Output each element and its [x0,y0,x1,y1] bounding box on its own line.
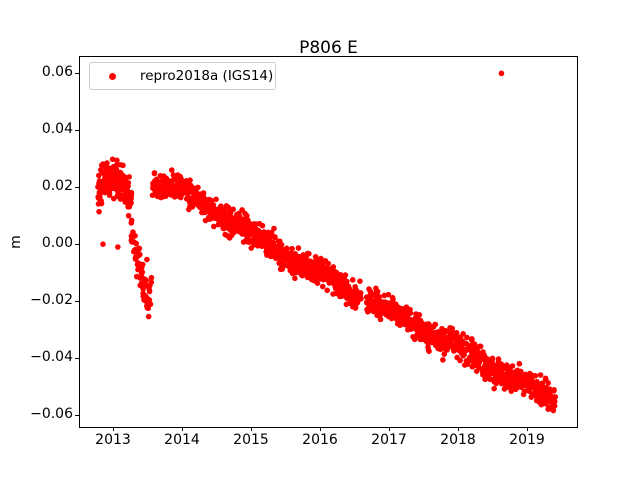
x-axis-tick-label: 2016 [302,432,338,448]
y-axis-tick [75,358,79,360]
x-axis-tick [251,427,252,431]
plot-area [79,56,578,428]
legend: repro2018a (IGS14) [89,62,276,90]
legend-marker-dot-icon [109,72,116,80]
y-axis-tick [75,130,79,132]
y-axis-tick-label: 0.02 [41,178,73,195]
y-axis-tick [75,73,79,75]
y-axis-tick-label: −0.02 [30,292,73,309]
y-axis-tick [75,244,79,246]
x-axis-tick-label: 2017 [371,432,407,448]
x-axis-tick [389,427,390,431]
legend-label: repro2018a (IGS14) [140,68,274,84]
x-axis-tick-label: 2019 [509,432,545,448]
y-axis-tick [75,187,79,189]
y-axis-label: m [8,235,24,249]
y-axis-tick [75,415,79,417]
y-axis-tick [75,301,79,303]
scatter-canvas [80,57,577,427]
y-axis-tick-label: −0.06 [30,406,73,423]
x-axis-tick [182,427,183,431]
y-axis-tick-label: 0.04 [41,121,73,138]
x-axis-tick-label: 2018 [440,432,476,448]
x-axis-tick-label: 2014 [164,432,200,448]
x-axis-tick [113,427,114,431]
x-axis-tick [527,427,528,431]
y-axis-tick-label: −0.04 [30,349,73,366]
x-axis-tick [320,427,321,431]
x-axis-tick-label: 2015 [233,432,269,448]
x-axis-tick-label: 2013 [95,432,131,448]
y-axis-tick-label: 0.06 [41,64,73,81]
x-axis-tick [458,427,459,431]
y-axis-tick-label: 0.00 [41,235,73,252]
plot-title: P806 E [299,38,358,58]
